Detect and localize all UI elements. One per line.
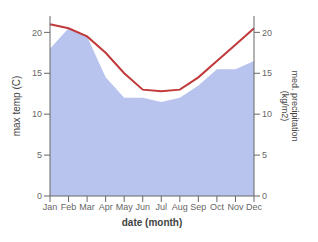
svg-text:0: 0 [262,191,267,201]
svg-text:10: 10 [262,109,272,119]
svg-text:Sep: Sep [190,202,206,212]
svg-text:20: 20 [32,28,42,38]
svg-text:Jun: Jun [135,202,150,212]
svg-text:5: 5 [262,150,267,160]
svg-text:Mar: Mar [79,202,95,212]
svg-text:20: 20 [262,28,272,38]
svg-text:date (month): date (month) [122,217,183,228]
svg-text:10: 10 [32,109,42,119]
svg-text:Jul: Jul [156,202,168,212]
svg-text:med. precipitation(kg/m2): med. precipitation(kg/m2) [280,70,300,141]
svg-text:Feb: Feb [61,202,77,212]
svg-text:Jan: Jan [43,202,58,212]
svg-text:5: 5 [37,150,42,160]
svg-text:15: 15 [262,68,272,78]
svg-text:Oct: Oct [210,202,225,212]
svg-text:Dec: Dec [246,202,263,212]
svg-text:Aug: Aug [172,202,188,212]
svg-text:Apr: Apr [99,202,113,212]
svg-text:max temp (C): max temp (C) [11,76,22,137]
svg-text:15: 15 [32,68,42,78]
svg-text:Nov: Nov [227,202,244,212]
svg-text:May: May [116,202,134,212]
svg-text:0: 0 [37,191,42,201]
